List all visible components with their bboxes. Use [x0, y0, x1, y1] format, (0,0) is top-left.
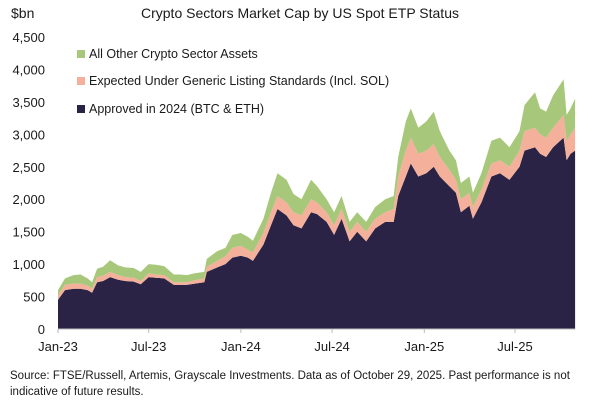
legend: All Other Crypto Sector Assets Expected …	[77, 40, 389, 123]
legend-item-approved: Approved in 2024 (BTC & ETH)	[77, 95, 389, 123]
area-series-0	[58, 137, 576, 329]
x-tick-label: Jan-25	[404, 339, 444, 354]
legend-item-expected: Expected Under Generic Listing Standards…	[77, 68, 389, 96]
chart-title: Crypto Sectors Market Cap by US Spot ETP…	[141, 5, 459, 21]
y-tick-label: 2,000	[12, 192, 45, 207]
y-tick-label: 3,500	[12, 95, 45, 110]
legend-label: Expected Under Generic Listing Standards…	[89, 74, 390, 89]
source-note: Source: FTSE/Russell, Artemis, Grayscale…	[10, 370, 570, 398]
y-tick-label: 0	[38, 322, 45, 337]
area-series-1	[58, 114, 576, 300]
y-tick-label: 3,000	[12, 127, 45, 142]
y-tick-label: 4,000	[12, 62, 45, 77]
x-tick-label: Jul-23	[131, 339, 166, 354]
legend-item-other: All Other Crypto Sector Assets	[77, 40, 389, 68]
area-series-2	[58, 79, 576, 296]
legend-label: Approved in 2024 (BTC & ETH)	[89, 101, 265, 116]
y-tick-label: 1,500	[12, 225, 45, 240]
x-tick-label: Jul-25	[497, 339, 532, 354]
y-tick-label: 1,000	[12, 257, 45, 272]
x-tick-label: Jan-24	[221, 339, 261, 354]
y-tick-label: 2,500	[12, 160, 45, 175]
legend-swatch	[77, 104, 85, 113]
legend-label: All Other Crypto Sector Assets	[89, 46, 258, 61]
x-tick-label: Jul-24	[314, 339, 349, 354]
y-tick-label: 500	[23, 290, 45, 305]
legend-swatch	[77, 77, 85, 86]
y-tick-label: 4,500	[12, 30, 45, 45]
legend-swatch	[77, 49, 85, 58]
y-axis-unit: $bn	[11, 5, 35, 21]
x-tick-label: Jan-23	[38, 339, 78, 354]
